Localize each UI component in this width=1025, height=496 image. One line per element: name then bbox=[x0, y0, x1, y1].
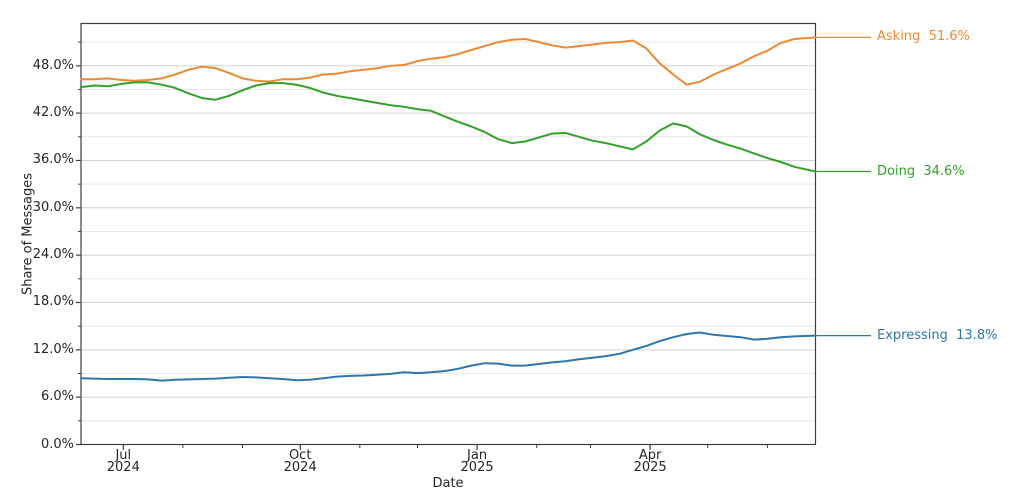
series-line-asking bbox=[80, 36, 817, 86]
x-tick-label: Jul 2024 bbox=[106, 448, 140, 475]
series-line-doing bbox=[80, 81, 817, 173]
x-tick-month: Jul bbox=[115, 448, 132, 463]
y-tick-label: 30.0% bbox=[32, 199, 74, 215]
label-gap bbox=[948, 328, 956, 343]
x-tick-month: Oct bbox=[288, 448, 312, 463]
y-tick-label: 0.0% bbox=[40, 436, 74, 452]
x-tick-year: 2025 bbox=[460, 460, 494, 475]
y-tick-label: 24.0% bbox=[32, 247, 74, 263]
y-tick-label: 6.0% bbox=[40, 389, 74, 405]
y-tick-label: 48.0% bbox=[32, 57, 74, 73]
y-tick-label: 18.0% bbox=[32, 294, 74, 310]
x-tick-month: Jan bbox=[467, 448, 488, 463]
series-line-expressing bbox=[80, 331, 817, 382]
series-name: Asking bbox=[877, 29, 921, 45]
series-end-value: 34.6% bbox=[923, 163, 965, 179]
x-tick-label: Apr 2025 bbox=[633, 448, 667, 475]
x-tick-year: 2024 bbox=[283, 460, 317, 475]
x-tick-month: Apr bbox=[638, 448, 662, 463]
x-tick-label: Oct 2024 bbox=[283, 448, 317, 475]
series-label-doing: Doing 34.6% bbox=[877, 163, 965, 181]
series-label-asking: Asking 51.6% bbox=[877, 28, 970, 46]
x-tick-label: Jan 2025 bbox=[460, 448, 494, 475]
y-tick-label: 12.0% bbox=[32, 341, 74, 357]
plot-border bbox=[80, 22, 817, 446]
y-axis-title: Share of Messages bbox=[20, 172, 36, 296]
series-name: Expressing bbox=[877, 327, 948, 343]
y-tick-label: 36.0% bbox=[32, 152, 74, 168]
label-gap bbox=[920, 29, 928, 44]
x-tick-year: 2024 bbox=[106, 460, 140, 475]
x-tick-year: 2025 bbox=[633, 460, 667, 475]
series-end-value: 13.8% bbox=[956, 327, 998, 343]
x-axis-title: Date bbox=[432, 476, 464, 491]
series-end-value: 51.6% bbox=[928, 29, 970, 45]
series-label-expressing: Expressing 13.8% bbox=[877, 327, 997, 345]
y-tick-label: 42.0% bbox=[32, 105, 74, 121]
series-name: Doing bbox=[877, 163, 916, 179]
